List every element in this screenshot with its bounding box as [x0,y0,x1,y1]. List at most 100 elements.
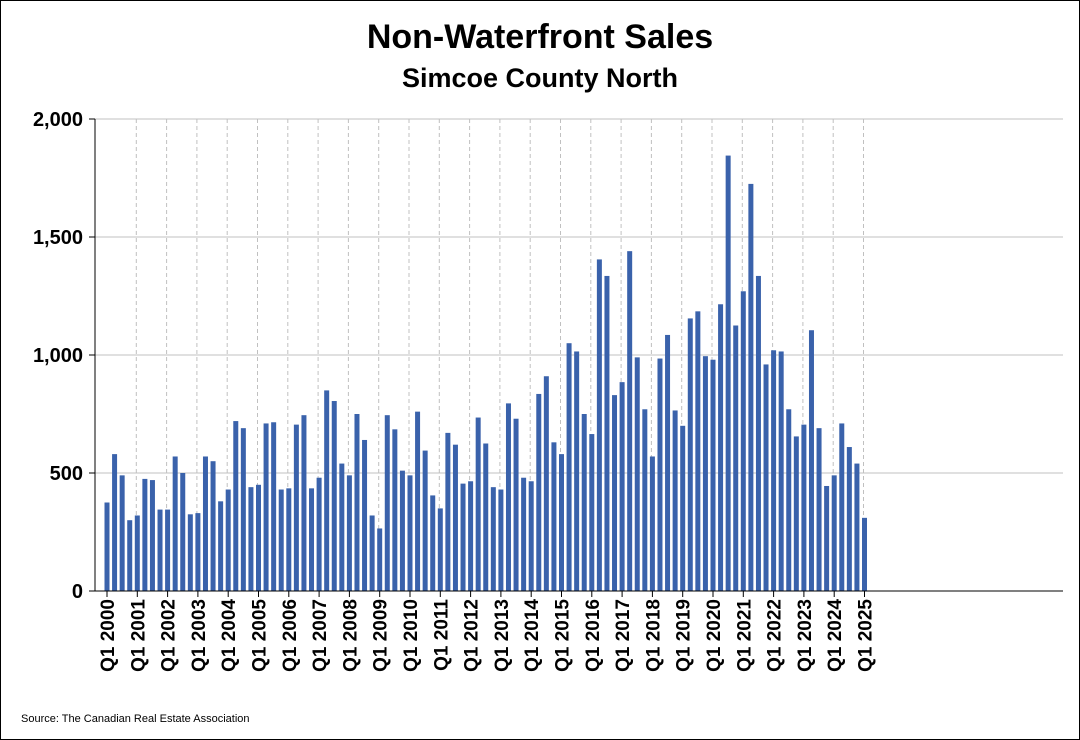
x-tick-label: Q1 2023 [795,599,816,672]
bar [218,501,224,591]
bar [521,477,527,591]
bar [831,475,837,591]
bar [248,487,254,591]
bar [718,304,724,591]
bar [566,343,572,591]
bar [528,481,534,591]
bar [490,487,496,591]
source-note: Source: The Canadian Real Estate Associa… [21,713,250,725]
bar [763,364,769,591]
x-tick-label: Q1 2007 [310,599,331,672]
bar [710,359,716,591]
bar [657,358,663,591]
x-tick-label: Q1 2000 [98,599,119,672]
bar [256,484,261,591]
bar [233,421,239,591]
bar [649,456,655,591]
bar [619,382,625,591]
bar [202,456,208,591]
bar [324,390,330,591]
bar [793,436,799,591]
bar [142,478,148,591]
bar [452,444,458,591]
bar [778,351,784,591]
x-tick-label: Q1 2015 [553,599,574,672]
x-tick-label: Q1 2025 [856,599,877,672]
y-tick-label: 2,000 [33,109,83,131]
bar [119,475,125,591]
bar [392,429,398,591]
bar [339,463,345,591]
x-tick-label: Q1 2008 [340,599,361,672]
bar [680,425,686,591]
bar [240,428,246,591]
bar [437,508,443,591]
x-tick-label: Q1 2016 [583,599,604,672]
bar [165,509,171,591]
bar [354,414,360,591]
x-tick-label: Q1 2006 [280,599,301,672]
bar [104,502,110,591]
bar [331,401,337,591]
bar [816,428,822,591]
bar [612,395,618,591]
x-tick-label: Q1 2019 [674,599,695,672]
bar [498,489,504,591]
bar [513,418,519,591]
bar [445,432,451,591]
bar [195,513,201,591]
bar [134,515,140,591]
bar [172,456,178,591]
x-tick-label: Q1 2022 [765,599,786,672]
bar [581,414,587,591]
bar [755,275,761,591]
bar [286,488,292,591]
bar [407,475,413,591]
bar [187,514,193,591]
bar [415,411,421,591]
bar [316,477,322,591]
bar [278,489,284,591]
bar [846,447,852,591]
x-tick-label: Q1 2001 [128,599,149,672]
bar [634,357,640,591]
x-tick-label: Q1 2024 [825,599,846,672]
x-tick-label: Q1 2021 [734,599,755,672]
bar [748,183,754,591]
x-tick-label: Q1 2017 [613,599,634,672]
bar [225,489,231,591]
x-tick-label: Q1 2013 [492,599,513,672]
bar [384,415,390,591]
bar [377,528,383,591]
x-tick-label: Q1 2018 [643,599,664,672]
bar [369,515,375,591]
bar [301,415,307,591]
x-tick-label: Q1 2020 [704,599,725,672]
bar [460,483,466,591]
y-tick-label: 0 [72,581,83,603]
x-tick-label: Q1 2014 [522,599,543,672]
bar [468,481,474,591]
bar [475,417,481,591]
x-tick-label: Q1 2004 [219,599,240,672]
bar [574,351,580,591]
x-tick-label: Q1 2009 [371,599,392,672]
x-tick-label: Q1 2012 [462,599,483,672]
bar [543,376,549,591]
bar [271,422,277,591]
bar [604,275,610,591]
bar [263,423,269,591]
bar [702,356,708,591]
bar [839,423,845,591]
bar [346,475,352,591]
bar [180,473,186,591]
bar [112,454,118,591]
bar [687,318,693,591]
bar [733,325,739,591]
chart-subtitle: Simcoe County North [401,63,678,93]
bar [483,443,489,591]
bar [695,311,701,591]
bar [771,350,777,591]
